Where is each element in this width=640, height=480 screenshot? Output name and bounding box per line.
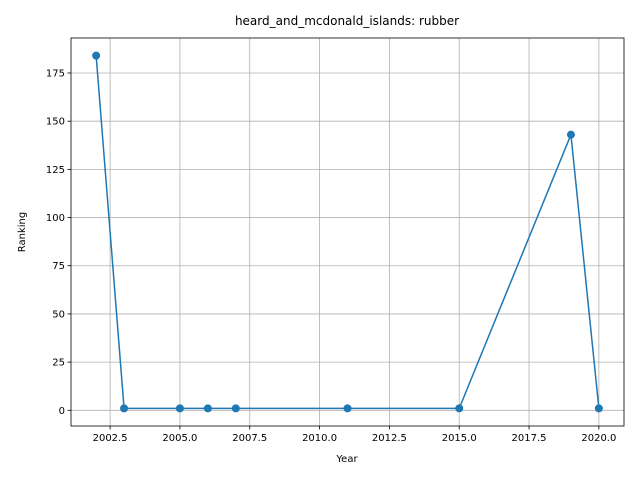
- x-tick-label: 2017.5: [512, 433, 547, 444]
- data-point: [203, 404, 212, 413]
- y-axis-title: Ranking: [17, 212, 28, 252]
- y-tick-label: 125: [46, 165, 65, 176]
- y-tick-label: 0: [59, 406, 65, 417]
- data-point: [231, 404, 240, 413]
- y-tick-label: 175: [46, 68, 65, 79]
- x-axis-title: Year: [335, 454, 358, 465]
- x-tick-label: 2010.0: [302, 433, 337, 444]
- x-tick-label: 2012.5: [372, 433, 407, 444]
- chart-title: heard_and_mcdonald_islands: rubber: [235, 14, 459, 28]
- data-point: [566, 130, 575, 139]
- data-point: [120, 404, 129, 413]
- data-point: [455, 404, 464, 413]
- y-tick-label: 75: [52, 261, 65, 272]
- series-line: [95, 55, 600, 410]
- series-group: [92, 51, 603, 413]
- x-tick-label: 2015.0: [442, 433, 477, 444]
- x-tick-label: 2002.5: [93, 433, 128, 444]
- x-tick-label: 2020.0: [581, 433, 616, 444]
- data-point: [343, 404, 352, 413]
- y-tick-label: 50: [52, 309, 65, 320]
- y-tick-label: 100: [46, 213, 65, 224]
- data-point: [594, 404, 603, 413]
- y-tick-label: 25: [52, 358, 65, 369]
- axis-ticks: 2002.5 2005.0 2007.5 2010.0 2012.5 2015.0 2017…: [46, 68, 616, 444]
- grid-lines: [71, 38, 624, 426]
- plot-frame: [70, 37, 625, 427]
- data-point: [92, 51, 101, 60]
- data-point: [175, 404, 184, 413]
- x-tick-label: 2005.0: [162, 433, 197, 444]
- y-tick-label: 150: [46, 117, 65, 128]
- x-tick-label: 2007.5: [232, 433, 267, 444]
